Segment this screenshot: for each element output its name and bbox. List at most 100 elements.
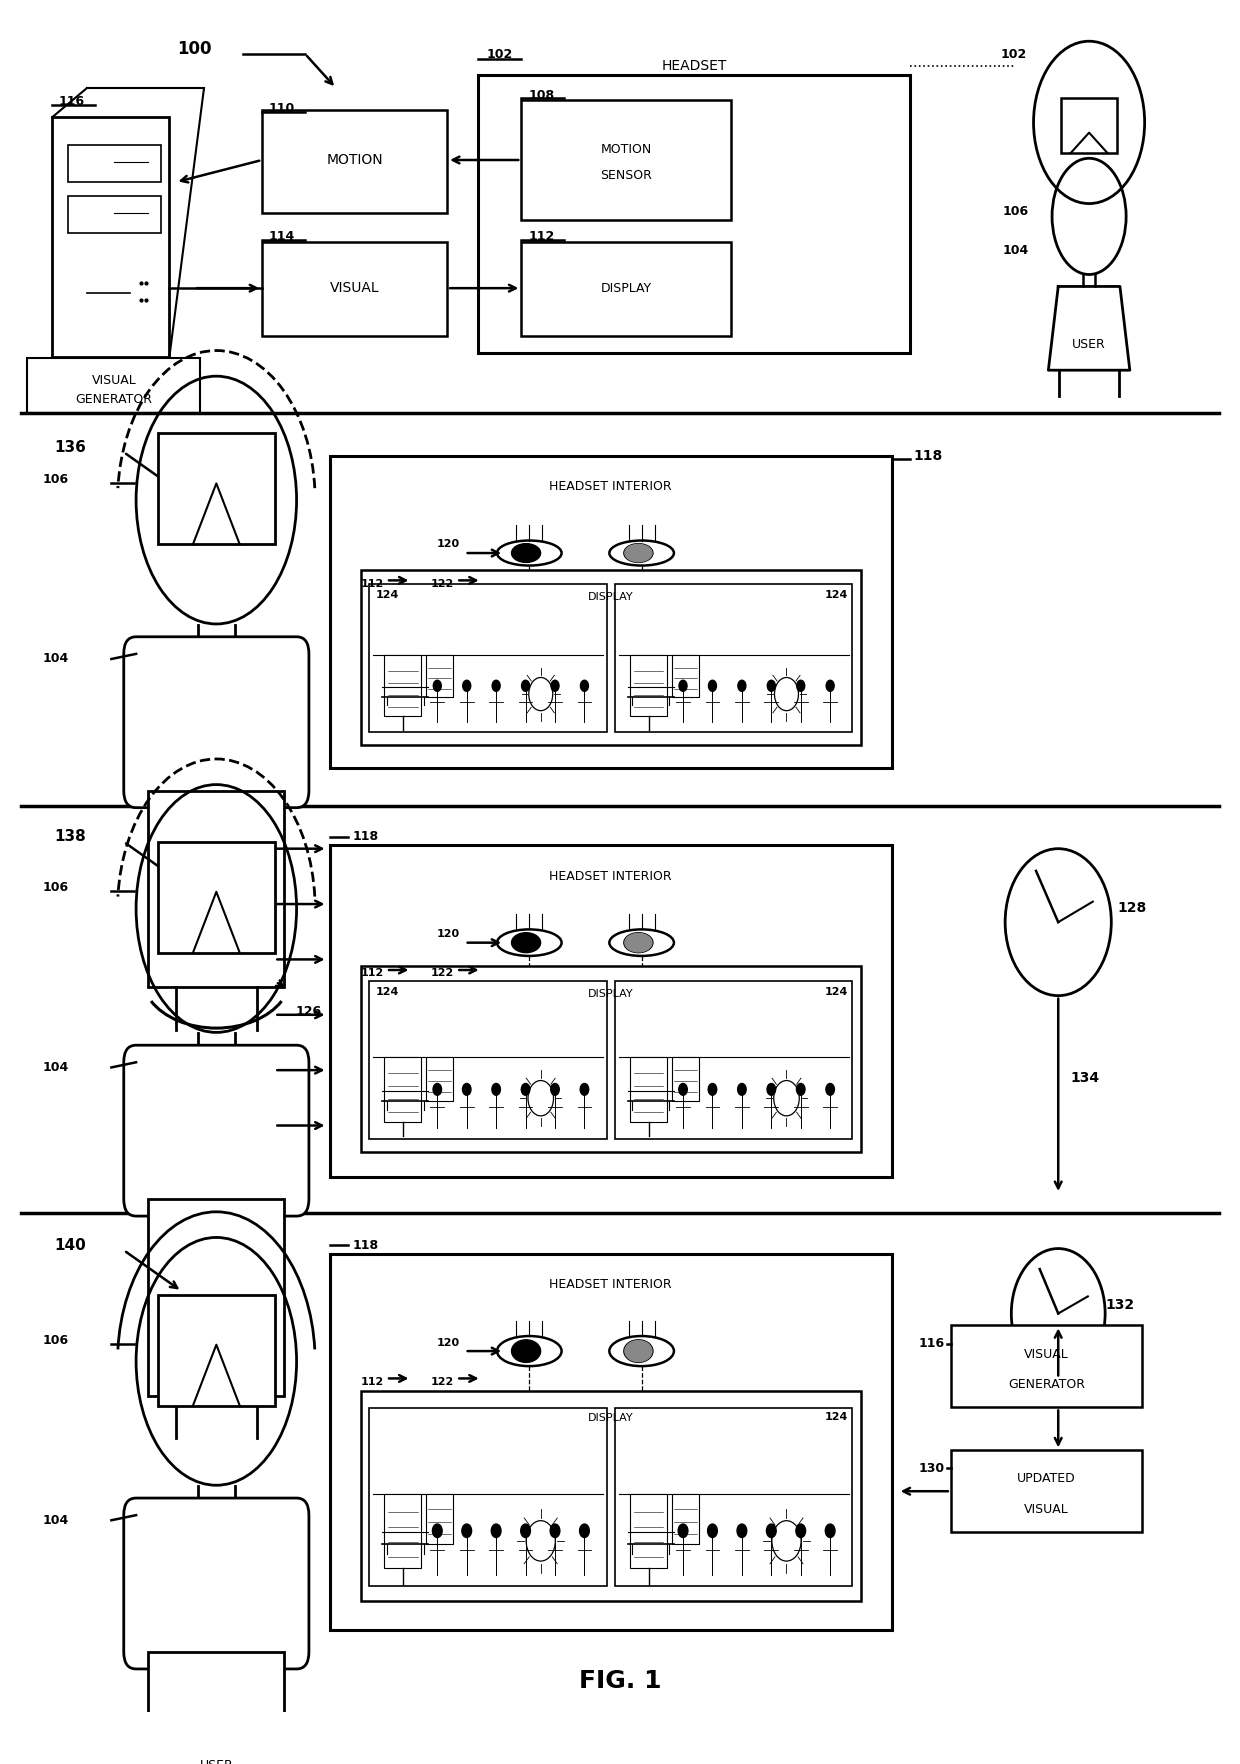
FancyBboxPatch shape [425, 1494, 454, 1544]
Circle shape [708, 1524, 717, 1538]
FancyBboxPatch shape [672, 1494, 699, 1544]
FancyBboxPatch shape [68, 196, 161, 233]
Text: 120: 120 [436, 540, 460, 550]
Circle shape [461, 1524, 471, 1538]
FancyBboxPatch shape [384, 1494, 422, 1568]
FancyBboxPatch shape [425, 1057, 454, 1101]
FancyBboxPatch shape [672, 1057, 699, 1101]
Text: 120: 120 [436, 1337, 460, 1348]
Text: 124: 124 [825, 1411, 848, 1422]
Text: DISPLAY: DISPLAY [588, 1413, 634, 1424]
Text: VISUAL: VISUAL [330, 280, 379, 295]
Text: 128: 128 [1117, 901, 1147, 916]
Ellipse shape [624, 933, 653, 953]
FancyBboxPatch shape [630, 1494, 667, 1568]
Text: USER: USER [200, 898, 233, 910]
Text: 122: 122 [432, 579, 454, 589]
Ellipse shape [512, 1341, 541, 1362]
Text: 126: 126 [296, 1004, 322, 1018]
FancyBboxPatch shape [149, 1200, 284, 1395]
Text: VISUAL: VISUAL [1024, 1348, 1069, 1360]
Circle shape [522, 681, 529, 691]
FancyBboxPatch shape [615, 1408, 852, 1586]
Circle shape [826, 1524, 835, 1538]
Text: 124: 124 [376, 591, 399, 600]
Circle shape [433, 1083, 441, 1095]
FancyBboxPatch shape [149, 790, 284, 988]
Text: HEADSET INTERIOR: HEADSET INTERIOR [549, 870, 672, 882]
Ellipse shape [625, 545, 652, 561]
Text: HEADSET INTERIOR: HEADSET INTERIOR [549, 1277, 672, 1291]
Circle shape [551, 1083, 559, 1095]
FancyBboxPatch shape [370, 981, 606, 1138]
Text: 106: 106 [1003, 205, 1029, 217]
Circle shape [579, 1524, 589, 1538]
Circle shape [433, 681, 441, 691]
Text: MOTION: MOTION [600, 143, 652, 157]
Text: 106: 106 [43, 1334, 69, 1348]
Text: USER: USER [200, 1307, 233, 1319]
FancyBboxPatch shape [330, 845, 892, 1177]
FancyBboxPatch shape [630, 656, 667, 716]
Ellipse shape [624, 543, 653, 563]
Circle shape [492, 681, 500, 691]
FancyBboxPatch shape [262, 111, 448, 213]
FancyBboxPatch shape [330, 1254, 892, 1630]
FancyBboxPatch shape [157, 434, 275, 545]
Circle shape [521, 1083, 529, 1095]
Ellipse shape [625, 1341, 652, 1362]
Text: 106: 106 [43, 882, 69, 894]
Circle shape [678, 1524, 688, 1538]
Circle shape [463, 681, 471, 691]
FancyBboxPatch shape [615, 584, 852, 732]
Text: 140: 140 [55, 1238, 87, 1252]
Text: 102: 102 [486, 48, 513, 60]
FancyBboxPatch shape [157, 1295, 275, 1406]
FancyBboxPatch shape [630, 1057, 667, 1122]
FancyBboxPatch shape [361, 1390, 861, 1602]
Circle shape [680, 681, 687, 691]
Text: 104: 104 [1003, 243, 1029, 258]
Text: DISPLAY: DISPLAY [588, 593, 634, 602]
Circle shape [492, 1083, 501, 1095]
FancyBboxPatch shape [615, 981, 852, 1138]
Text: 124: 124 [825, 591, 848, 600]
Circle shape [738, 681, 746, 691]
Circle shape [463, 1083, 471, 1095]
Text: VISUAL: VISUAL [1024, 1503, 1069, 1515]
Text: 106: 106 [43, 473, 69, 487]
Text: 124: 124 [376, 986, 399, 997]
Circle shape [737, 1524, 746, 1538]
Text: USER: USER [1073, 339, 1106, 351]
FancyBboxPatch shape [384, 656, 422, 716]
FancyBboxPatch shape [951, 1325, 1142, 1408]
Text: 100: 100 [177, 41, 211, 58]
Circle shape [796, 1524, 806, 1538]
Text: 116: 116 [919, 1337, 945, 1349]
Circle shape [796, 1083, 805, 1095]
Text: 104: 104 [42, 1514, 69, 1528]
Text: 116: 116 [58, 95, 84, 108]
FancyBboxPatch shape [361, 967, 861, 1152]
Ellipse shape [625, 933, 652, 953]
Text: 104: 104 [42, 1060, 69, 1074]
Text: VISUAL: VISUAL [92, 374, 136, 386]
FancyBboxPatch shape [262, 242, 448, 335]
FancyBboxPatch shape [521, 101, 732, 220]
FancyBboxPatch shape [521, 242, 732, 335]
FancyBboxPatch shape [1060, 99, 1117, 153]
Text: 112: 112 [361, 579, 384, 589]
FancyBboxPatch shape [330, 455, 892, 769]
Circle shape [551, 681, 559, 691]
Text: 130: 130 [919, 1462, 945, 1475]
Circle shape [678, 1083, 687, 1095]
Text: UPDATED: UPDATED [1017, 1473, 1076, 1485]
Circle shape [433, 1524, 443, 1538]
Text: GENERATOR: GENERATOR [76, 393, 153, 406]
FancyBboxPatch shape [157, 841, 275, 953]
FancyBboxPatch shape [124, 1498, 309, 1669]
FancyBboxPatch shape [361, 570, 861, 744]
Text: 112: 112 [528, 231, 556, 243]
Text: 138: 138 [55, 829, 87, 845]
Text: USER: USER [200, 1759, 233, 1764]
